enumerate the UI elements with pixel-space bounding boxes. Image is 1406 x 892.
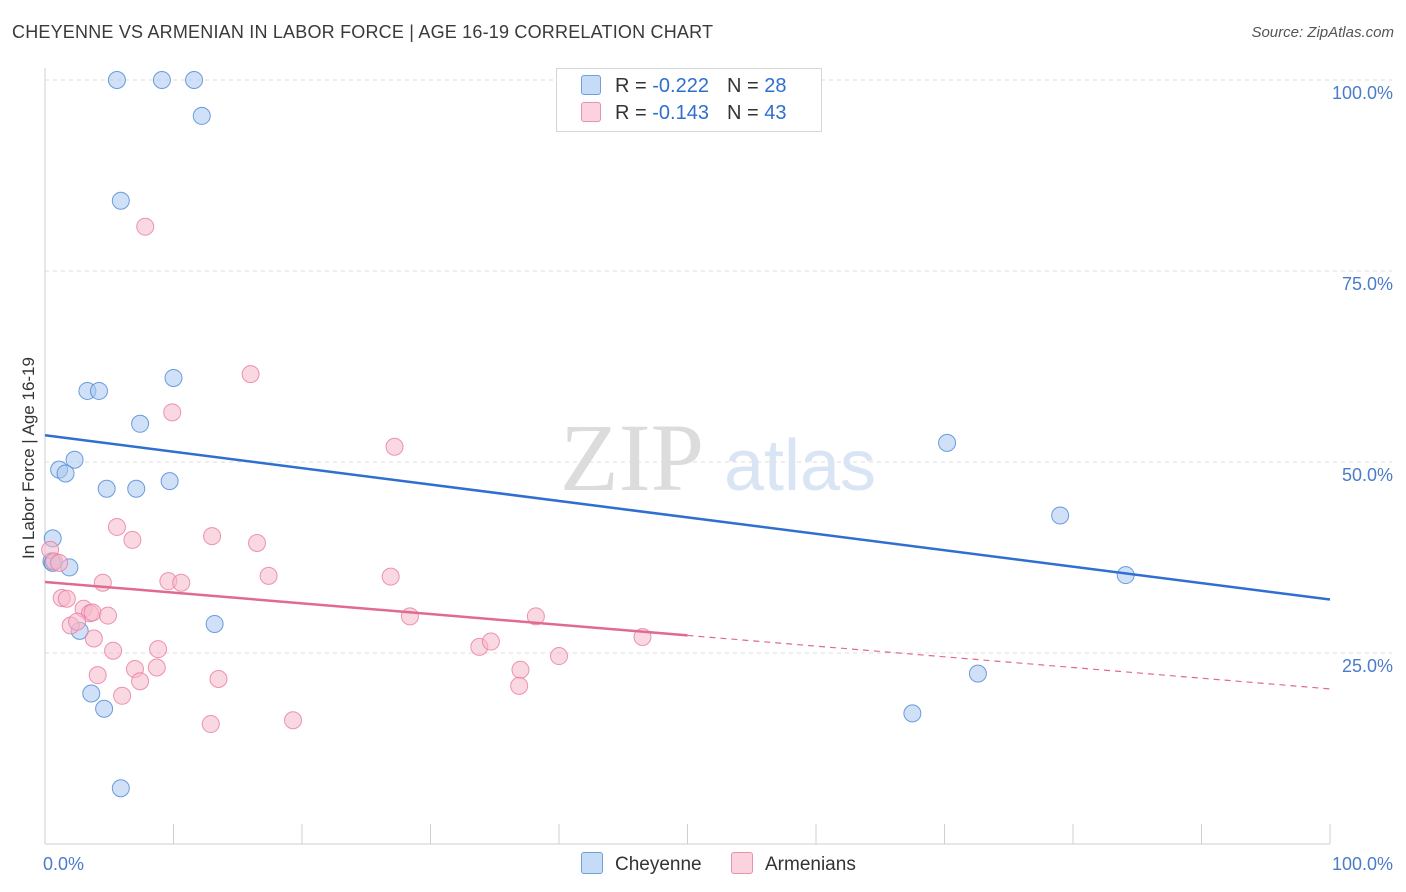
data-point-armenians [136, 217, 155, 236]
x-tick-label: 0.0% [43, 854, 84, 874]
data-point-armenians [84, 629, 103, 648]
y-tick-label: 75.0% [1342, 274, 1393, 294]
data-point-cheyenne [111, 779, 130, 798]
data-point-cheyenne [1051, 506, 1070, 525]
data-point-cheyenne [131, 414, 150, 433]
y-tick-label: 100.0% [1332, 83, 1393, 103]
y-axis-label: In Labor Force | Age 16-19 [19, 357, 38, 559]
data-point-armenians [248, 533, 267, 552]
data-point-cheyenne [968, 664, 987, 683]
data-point-armenians [88, 666, 107, 685]
data-point-armenians [400, 607, 419, 626]
data-point-armenians [149, 640, 168, 659]
x-tick-label: 100.0% [1332, 854, 1393, 874]
legend-r-value: -0.222 [652, 75, 709, 97]
chart-title: CHEYENNE VS ARMENIAN IN LABOR FORCE | AG… [12, 22, 714, 42]
bottom-legend-armenians: Armenians [731, 852, 856, 876]
watermark-zip: ZIP [560, 404, 704, 511]
data-point-armenians [481, 632, 500, 651]
bottom-legend-label: Cheyenne [615, 854, 702, 875]
legend-swatch-cheyenne [581, 75, 601, 95]
data-point-armenians [550, 647, 568, 666]
data-point-armenians [201, 715, 220, 734]
data-point-armenians [511, 660, 530, 679]
data-point-armenians [172, 573, 191, 592]
legend-row-armenians: R = -0.143 N = 43 [581, 102, 786, 128]
data-point-cheyenne [56, 464, 75, 483]
data-point-cheyenne [82, 684, 101, 703]
data-point-cheyenne [164, 368, 183, 387]
data-point-armenians [50, 553, 69, 572]
data-point-cheyenne [107, 71, 126, 89]
y-tick-label: 50.0% [1342, 465, 1393, 485]
data-point-armenians [93, 573, 112, 592]
legend-n-value: 28 [764, 75, 787, 97]
data-point-cheyenne [938, 433, 957, 452]
data-point-armenians [57, 589, 76, 608]
data-point-armenians [68, 612, 87, 631]
legend-r-label: R = [615, 75, 653, 97]
data-point-cheyenne [160, 472, 179, 491]
data-point-armenians [209, 669, 228, 688]
trend-line-armenians [44, 580, 688, 637]
data-point-armenians [259, 566, 278, 585]
trend-extension-armenians [687, 634, 1331, 690]
data-point-armenians [510, 676, 529, 695]
data-point-cheyenne [65, 450, 84, 469]
tick-labels: 25.0% 50.0% 75.0% 100.0% 0.0% 100.0% [43, 83, 1393, 874]
watermark: ZIP atlas [560, 404, 876, 511]
data-point-armenians [131, 672, 150, 691]
data-point-armenians [284, 711, 303, 730]
data-point-cheyenne [95, 699, 114, 718]
bottom-legend-cheyenne: Cheyenne [581, 852, 702, 876]
trend-line-cheyenne [44, 434, 1331, 601]
trend-lines [44, 434, 1331, 690]
data-point-armenians [381, 567, 400, 586]
grid-lines [45, 79, 1392, 654]
data-point-armenians [385, 437, 404, 456]
data-point-armenians [163, 403, 182, 422]
legend-swatch-armenians [581, 102, 601, 122]
data-point-cheyenne [111, 191, 130, 210]
bottom-legend-label: Armenians [765, 854, 856, 875]
legend-n-label: N = [726, 102, 765, 124]
data-point-armenians [203, 527, 222, 546]
correlation-legend: R = -0.222 N = 28 R = -0.143 N = 43 [556, 68, 822, 132]
data-point-cheyenne [89, 381, 108, 400]
data-point-armenians [123, 530, 142, 549]
data-point-cheyenne [97, 479, 116, 498]
legend-r-label: R = [615, 102, 653, 124]
legend-n-label: N = [726, 75, 765, 97]
data-point-cheyenne [192, 106, 211, 125]
legend-n-value: 43 [764, 102, 787, 124]
watermark-atlas: atlas [724, 426, 876, 506]
source-credit: Source: ZipAtlas.com [1251, 24, 1394, 41]
data-point-cheyenne [127, 479, 146, 498]
data-point-armenians [104, 641, 123, 660]
data-point-cheyenne [185, 71, 204, 89]
data-points [41, 71, 1135, 798]
data-point-cheyenne [205, 614, 224, 633]
data-point-armenians [107, 517, 126, 536]
data-point-armenians [98, 606, 117, 625]
data-point-cheyenne [152, 71, 171, 89]
data-point-armenians [241, 365, 260, 384]
bottom-swatch-cheyenne [581, 852, 603, 874]
data-point-armenians [113, 686, 132, 705]
legend-row-cheyenne: R = -0.222 N = 28 [581, 75, 786, 101]
data-point-cheyenne [903, 704, 922, 723]
axes [44, 68, 1331, 845]
y-tick-label: 25.0% [1342, 656, 1393, 676]
data-point-armenians [526, 607, 545, 626]
data-point-armenians [147, 658, 166, 677]
bottom-swatch-armenians [731, 852, 753, 874]
data-point-armenians [83, 603, 102, 622]
legend-r-value: -0.143 [652, 102, 709, 124]
